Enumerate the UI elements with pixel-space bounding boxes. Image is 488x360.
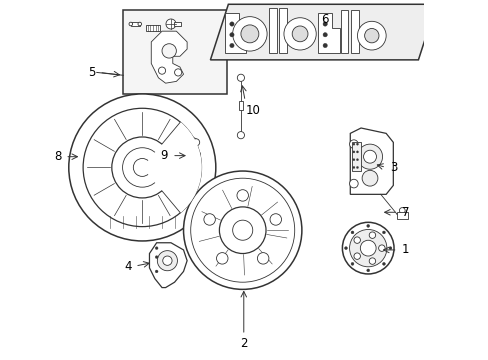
Bar xyxy=(122,10,226,94)
Circle shape xyxy=(237,74,244,81)
Circle shape xyxy=(269,214,281,225)
Circle shape xyxy=(323,22,326,26)
Circle shape xyxy=(352,159,354,161)
Polygon shape xyxy=(317,13,339,53)
Circle shape xyxy=(157,251,177,271)
Circle shape xyxy=(352,143,354,145)
Bar xyxy=(131,22,140,26)
Circle shape xyxy=(363,150,376,163)
Circle shape xyxy=(368,258,375,264)
Circle shape xyxy=(357,21,386,50)
Bar xyxy=(145,25,160,31)
Circle shape xyxy=(382,231,385,234)
Circle shape xyxy=(155,247,158,249)
Circle shape xyxy=(349,179,357,188)
Circle shape xyxy=(183,171,301,289)
Circle shape xyxy=(257,253,268,264)
Circle shape xyxy=(353,253,360,259)
Circle shape xyxy=(112,137,172,198)
Circle shape xyxy=(162,44,176,58)
Text: 10: 10 xyxy=(245,104,260,117)
Circle shape xyxy=(323,33,326,37)
Circle shape xyxy=(229,33,234,37)
Circle shape xyxy=(353,237,360,243)
Circle shape xyxy=(357,144,382,169)
Circle shape xyxy=(350,262,353,265)
Text: 7: 7 xyxy=(401,206,408,219)
Circle shape xyxy=(364,28,378,43)
Bar xyxy=(268,8,276,53)
Circle shape xyxy=(129,22,132,26)
Text: 4: 4 xyxy=(124,260,131,273)
Circle shape xyxy=(382,262,385,265)
Text: 6: 6 xyxy=(321,13,328,26)
Circle shape xyxy=(237,132,244,139)
Circle shape xyxy=(366,269,369,272)
Text: 9: 9 xyxy=(160,149,167,162)
Polygon shape xyxy=(151,31,187,83)
Circle shape xyxy=(350,231,353,234)
Circle shape xyxy=(138,22,142,26)
Text: 5: 5 xyxy=(88,66,96,79)
Circle shape xyxy=(360,240,375,256)
Circle shape xyxy=(349,229,386,267)
Text: 8: 8 xyxy=(54,150,61,163)
Circle shape xyxy=(216,253,227,264)
Circle shape xyxy=(399,208,405,213)
Circle shape xyxy=(232,17,266,51)
Circle shape xyxy=(362,170,377,186)
Circle shape xyxy=(356,166,358,168)
Polygon shape xyxy=(349,128,392,194)
Circle shape xyxy=(284,18,316,50)
Bar xyxy=(340,10,348,53)
Circle shape xyxy=(344,247,346,249)
Polygon shape xyxy=(224,13,246,53)
Circle shape xyxy=(237,190,248,201)
Bar xyxy=(174,22,181,26)
Circle shape xyxy=(219,207,265,253)
Circle shape xyxy=(342,222,393,274)
Circle shape xyxy=(368,232,375,238)
Circle shape xyxy=(165,19,176,29)
Circle shape xyxy=(83,108,201,226)
Circle shape xyxy=(187,171,192,176)
Circle shape xyxy=(356,159,358,161)
Circle shape xyxy=(122,148,162,187)
Circle shape xyxy=(388,247,391,249)
Circle shape xyxy=(69,94,215,241)
Wedge shape xyxy=(142,122,202,213)
Text: 3: 3 xyxy=(389,161,396,174)
Bar xyxy=(396,212,407,220)
Bar xyxy=(238,101,243,110)
Circle shape xyxy=(366,225,369,227)
Circle shape xyxy=(323,43,326,48)
Text: 1: 1 xyxy=(400,243,408,256)
Circle shape xyxy=(155,270,158,273)
Circle shape xyxy=(155,256,158,258)
Circle shape xyxy=(203,214,215,225)
Circle shape xyxy=(174,69,182,76)
Bar xyxy=(350,10,358,53)
Circle shape xyxy=(378,245,384,251)
Circle shape xyxy=(229,43,234,48)
Circle shape xyxy=(352,166,354,168)
Circle shape xyxy=(158,67,165,74)
Circle shape xyxy=(232,220,252,240)
Circle shape xyxy=(241,25,258,43)
Text: 2: 2 xyxy=(240,337,247,350)
Circle shape xyxy=(356,151,358,153)
Bar xyxy=(351,142,360,171)
Circle shape xyxy=(229,22,234,26)
Circle shape xyxy=(190,178,294,282)
Polygon shape xyxy=(149,243,187,288)
Circle shape xyxy=(192,139,199,146)
Circle shape xyxy=(356,143,358,145)
Circle shape xyxy=(163,256,172,265)
Circle shape xyxy=(133,158,151,176)
Circle shape xyxy=(349,140,357,148)
Bar xyxy=(278,8,286,53)
Circle shape xyxy=(352,151,354,153)
Polygon shape xyxy=(210,4,435,60)
Circle shape xyxy=(292,26,307,42)
